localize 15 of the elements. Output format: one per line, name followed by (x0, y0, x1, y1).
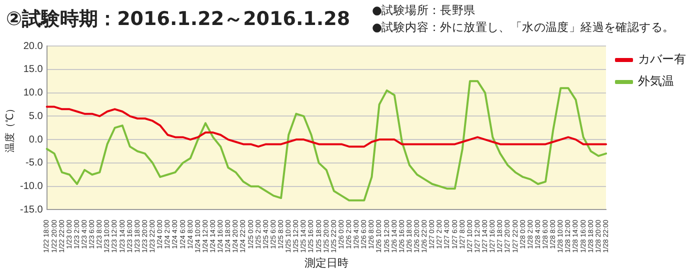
text: ●試験場所：長野県 (372, 2, 476, 19)
y-tick-label: -15.0 (20, 204, 44, 216)
y-tick-label: 5.0 (28, 110, 44, 122)
chart-title: ②試験時期：2016.1.22～2016.1.28 (6, 7, 350, 32)
y-tick-label: 10.0 (23, 88, 44, 99)
y-tick-label: 0.0 (28, 134, 44, 146)
y-tick-label: 20.0 (23, 40, 44, 52)
x-axis-title: 測定日時 (304, 256, 348, 270)
y-tick-label: 15.0 (23, 64, 44, 76)
y-axis-title: 温度（℃） (4, 103, 16, 152)
y-tick-label: -10.0 (20, 181, 44, 192)
legend-label: 外気温 (638, 74, 674, 88)
legend-label: カバー有 (638, 52, 686, 66)
text: ●試験内容：外に放置し、「水の温度」経過を確認する。 (372, 19, 674, 36)
y-tick-label: -5.0 (26, 158, 44, 169)
